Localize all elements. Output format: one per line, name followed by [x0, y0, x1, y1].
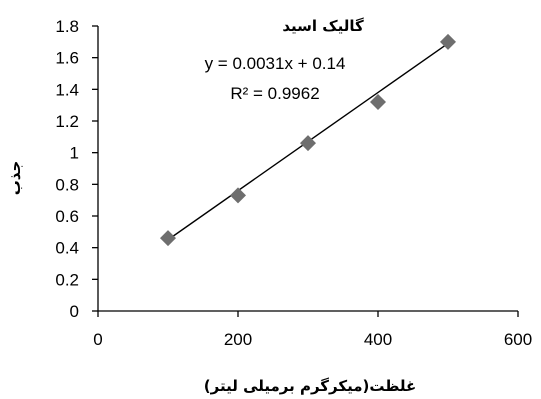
x-axis-ticks: 0 200 400 600: [93, 311, 532, 349]
axes-layer: [97, 26, 518, 312]
y-axis-title: جذب: [6, 161, 24, 196]
x-axis-title: غلظت(میکرگرم برمیلی لیتر): [204, 377, 416, 395]
y-tick-label: 0.2: [55, 270, 79, 289]
data-point: [160, 230, 176, 247]
x-tick-label: 0: [93, 330, 102, 349]
data-point: [230, 187, 246, 204]
y-tick-label: 1.4: [55, 80, 79, 99]
y-tick-label: 0.4: [55, 239, 79, 258]
x-tick-label: 600: [504, 330, 532, 349]
x-tick-label: 400: [364, 330, 392, 349]
trendline-equation: y = 0.0031x + 0.14: [205, 54, 346, 73]
data-points: [160, 33, 456, 247]
r-squared-label: R² = 0.9962: [230, 84, 319, 103]
y-tick-label: 1: [70, 144, 79, 163]
y-axis-ticks: 0 0.2 0.4 0.6 0.8 1 1.2 1.4 1.6 1.8: [55, 17, 98, 321]
data-point: [440, 33, 456, 50]
y-tick-label: 0: [70, 302, 79, 321]
x-tick-label: 200: [224, 330, 252, 349]
y-tick-label: 1.8: [55, 17, 79, 36]
chart-title: گالیک اسید: [282, 17, 364, 35]
y-tick-label: 1.2: [55, 112, 79, 131]
y-tick-label: 1.6: [55, 49, 79, 68]
y-tick-label: 0.6: [55, 207, 79, 226]
y-tick-label: 0.8: [55, 175, 79, 194]
data-point: [300, 135, 316, 152]
data-point: [370, 94, 386, 110]
